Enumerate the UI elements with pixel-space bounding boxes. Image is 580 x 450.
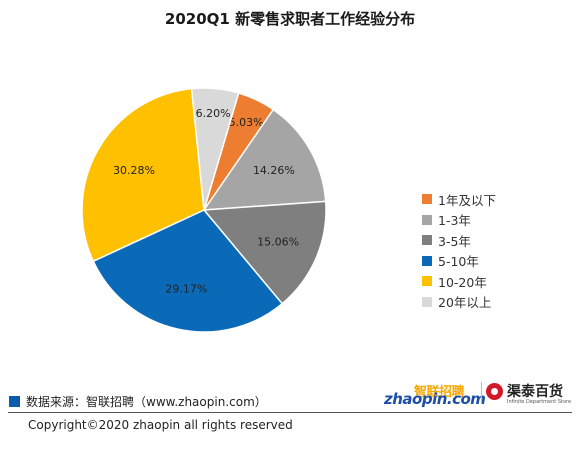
data-label-slice-2: 14.26% [253,164,295,177]
chart-title: 2020Q1 新零售求职者工作经验分布 [164,10,416,28]
legend-item: 1-3年 [422,210,496,231]
legend-swatch [422,194,432,205]
pie-slice-2 [202,108,327,211]
legend-label: 10-20年 [438,274,487,290]
source-square-icon [9,396,20,407]
data-source: 数据来源：智联招聘（www.zhaopin.com） [9,393,267,410]
store-logo-cn: 渠泰百货 [507,384,563,400]
legend-item: 1年及以下 [422,189,496,210]
pie-slice-5 [81,87,205,263]
data-label-slice-1: 5.03% [229,116,264,129]
legend-item: 20年以上 [422,292,496,313]
pie-slice-4 [92,209,284,333]
data-label-slice-6: 6.20% [196,107,231,120]
legend-item: 3-5年 [422,230,496,251]
legend-swatch [422,235,432,246]
pie-slice-3 [202,200,327,305]
legend-swatch [422,296,432,307]
pie-chart: 5.03% 14.26% 15.06% 29.17% 30.28% 6.20% [81,87,327,333]
legend-item: 10-20年 [422,271,496,292]
data-label-slice-3: 15.06% [257,236,299,249]
chart-legend: 1年及以下 1-3年 3-5年 5-10年 10-20年 20年以上 [422,189,496,312]
data-source-text: 数据来源：智联招聘（www.zhaopin.com） [26,395,267,409]
pie-slice-6 [190,87,240,211]
legend-label: 3-5年 [438,233,471,249]
store-logo-en: Infinite Department Store [507,399,572,405]
legend-item: 5-10年 [422,251,496,272]
zhaopin-logo: 智联招聘 zhaopin.com [384,381,486,408]
footer-divider [8,412,572,413]
legend-swatch [422,255,432,266]
store-logo: 渠泰百货 Infinite Department Store [486,380,572,408]
legend-swatch [422,276,432,287]
legend-swatch [422,214,432,225]
zhaopin-logo-cn: 智联招聘 [414,385,465,400]
legend-label: 1-3年 [438,213,471,229]
data-label-slice-4: 29.17% [165,283,207,296]
data-label-slice-5: 30.28% [113,164,155,177]
copyright-text: Copyright©2020 zhaopin all rights reserv… [28,418,293,432]
legend-label: 5-10年 [438,254,479,270]
logo-divider [481,382,482,404]
zhaopin-logo-en: zhaopin.com [384,390,486,408]
legend-label: 1年及以下 [438,192,496,208]
legend-label: 20年以上 [438,295,492,311]
store-logo-icon [486,383,503,400]
